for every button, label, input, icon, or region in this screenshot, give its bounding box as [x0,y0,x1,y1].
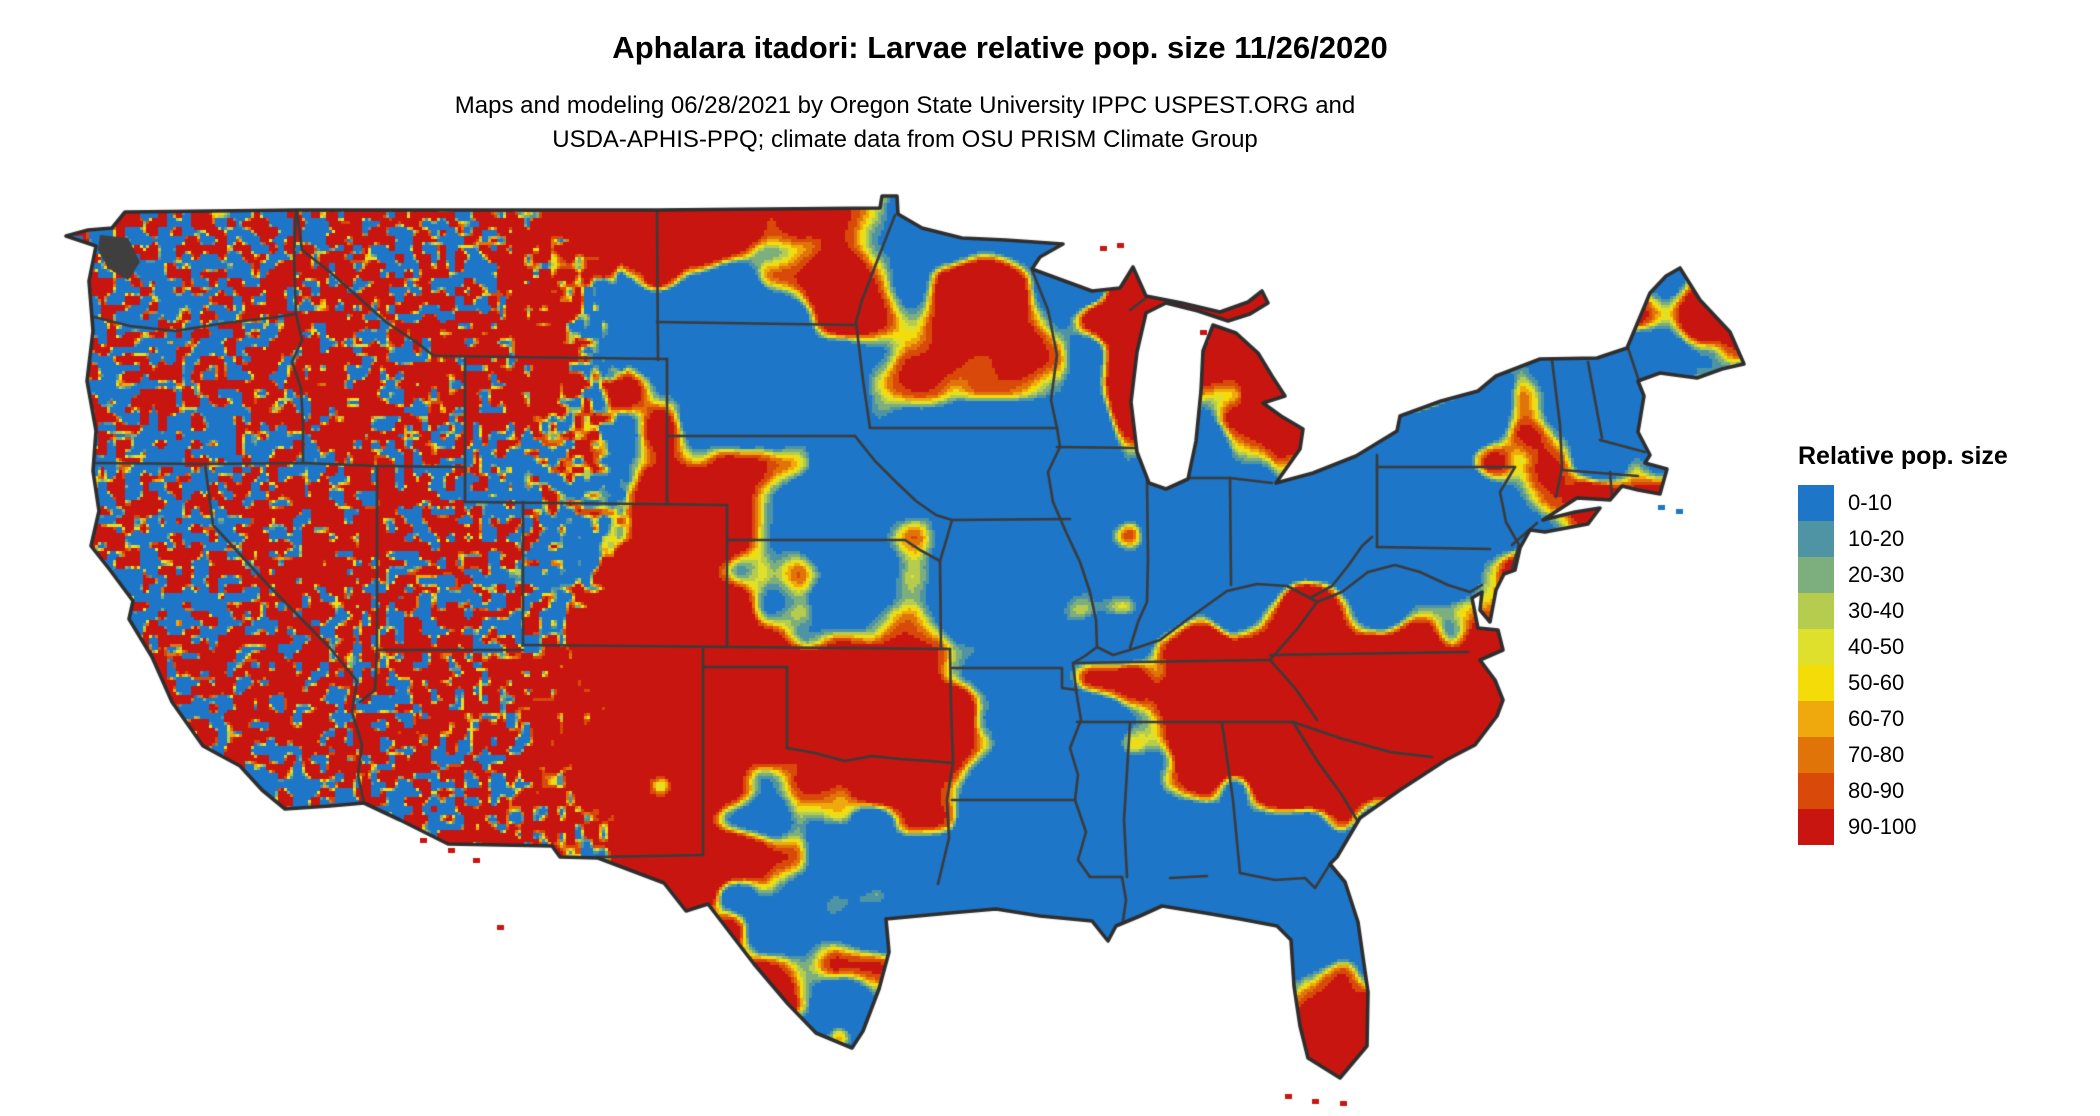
legend-label: 30-40 [1848,598,1905,623]
legend-item: 70-80 [1798,737,2008,773]
legend-label: 10-20 [1848,526,1905,551]
legend-item: 60-70 [1798,701,2008,737]
legend-swatch [1798,701,1834,737]
legend-item: 80-90 [1798,773,2008,809]
legend-swatch [1798,485,1834,521]
legend-swatch [1798,773,1834,809]
legend-label: 40-50 [1848,634,1905,659]
legend-label: 70-80 [1848,742,1905,767]
legend-title: Relative pop. size [1798,442,2008,470]
legend-swatch [1798,593,1834,629]
legend-label: 50-60 [1848,670,1905,695]
legend-label: 0-10 [1848,490,1893,515]
legend-label: 80-90 [1848,778,1905,803]
legend-item: 40-50 [1798,629,2008,665]
legend-item: 90-100 [1798,809,2008,845]
legend-swatch [1798,809,1834,845]
attribution-line1: Maps and modeling 06/28/2021 by Oregon S… [454,92,1356,119]
legend-label: 90-100 [1848,814,1917,839]
legend-swatch [1798,521,1834,557]
legend-item: 30-40 [1798,593,2008,629]
legend-item: 50-60 [1798,665,2008,701]
legend-swatch [1798,665,1834,701]
attribution-line2: USDA-APHIS-PPQ; climate data from OSU PR… [552,126,1258,153]
legend-item: 10-20 [1798,521,2008,557]
legend-item: 0-10 [1798,485,2008,521]
legend-swatch [1798,557,1834,593]
legend-label: 60-70 [1848,706,1905,731]
legend-swatch [1798,737,1834,773]
legend-swatch [1798,629,1834,665]
legend-label: 20-30 [1848,562,1905,587]
legend: Relative pop. size 0-10 10-20 20-30 30-40 40… [1798,442,2008,845]
legend-rows: 0-10 10-20 20-30 30-40 40-50 50-60 60-70 70-80 8… [1798,485,2008,845]
page-title: Aphalara itadori: Larvae relative pop. s… [612,30,1388,65]
legend-item: 20-30 [1798,557,2008,593]
